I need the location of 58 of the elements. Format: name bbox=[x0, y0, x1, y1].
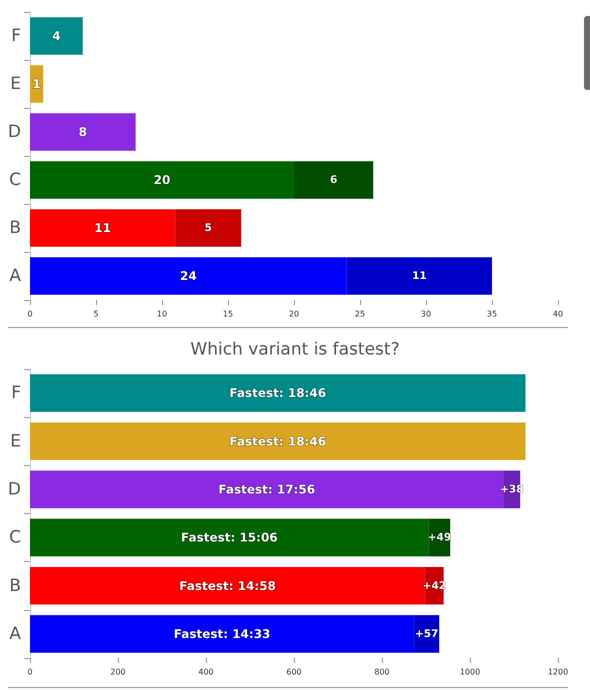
x-tick-label: 800 bbox=[374, 668, 390, 676]
data-label: 24 bbox=[180, 269, 197, 283]
data-label: 6 bbox=[330, 174, 338, 186]
data-label: 5 bbox=[204, 222, 212, 234]
y-tick-label: C bbox=[9, 170, 21, 190]
bar bbox=[30, 374, 526, 412]
data-label: 8 bbox=[78, 125, 87, 139]
x-tick-label: 15 bbox=[222, 310, 234, 318]
bar bbox=[346, 257, 492, 295]
y-tick-label: A bbox=[9, 624, 22, 644]
x-tick-label: 35 bbox=[486, 310, 498, 318]
chart-title: Which variant is fastest? bbox=[190, 340, 400, 360]
data-label: Fastest: 15:06 bbox=[180, 530, 278, 545]
bar bbox=[30, 518, 429, 556]
data-label: 11 bbox=[94, 221, 111, 235]
bar bbox=[30, 161, 294, 199]
data-label: +57 bbox=[414, 628, 438, 640]
bar bbox=[175, 209, 242, 247]
x-tick-label: 25 bbox=[354, 310, 366, 318]
bar bbox=[30, 566, 426, 605]
x-tick-label: 5 bbox=[93, 310, 99, 318]
y-tick-label: F bbox=[11, 383, 21, 404]
data-label: Fastest: 17:56 bbox=[218, 482, 316, 496]
x-tick-label: 0 bbox=[27, 310, 33, 318]
x-tick-label: 40 bbox=[552, 310, 564, 318]
x-tick-label: 400 bbox=[198, 668, 214, 676]
bar bbox=[30, 615, 414, 653]
y-tick-label: D bbox=[8, 122, 21, 142]
data-label: Fastest: 14:33 bbox=[174, 626, 270, 641]
bar bbox=[294, 161, 374, 199]
bar bbox=[30, 257, 347, 295]
x-tick-label: 0 bbox=[27, 668, 33, 676]
x-tick-label: 10 bbox=[156, 310, 168, 318]
y-tick-label: C bbox=[9, 528, 21, 548]
y-tick-label: E bbox=[10, 431, 21, 452]
x-tick-label: 1200 bbox=[548, 668, 568, 676]
x-tick-label: 600 bbox=[286, 668, 302, 676]
x-tick-label: 30 bbox=[420, 310, 432, 318]
data-label: 4 bbox=[52, 29, 61, 43]
data-label: 20 bbox=[154, 173, 170, 187]
x-tick-label: 1000 bbox=[460, 668, 480, 676]
x-tick-label: 20 bbox=[288, 310, 300, 318]
bar bbox=[30, 422, 526, 460]
data-label: Fastest: 14:58 bbox=[179, 578, 276, 593]
y-tick-label: B bbox=[9, 576, 21, 596]
bar bbox=[30, 113, 136, 151]
bar bbox=[30, 209, 176, 247]
data-label: 1 bbox=[32, 77, 41, 91]
bar bbox=[30, 17, 83, 55]
y-tick-label: D bbox=[8, 479, 21, 500]
y-tick-label: B bbox=[9, 218, 21, 238]
data-label: Fastest: 18:46 bbox=[229, 386, 326, 400]
y-tick-label: F bbox=[11, 26, 21, 46]
y-tick-label: E bbox=[10, 74, 21, 94]
data-label: 11 bbox=[412, 270, 427, 282]
y-tick-label: A bbox=[9, 266, 22, 286]
data-label: Fastest: 18:46 bbox=[229, 434, 326, 448]
x-tick-label: 200 bbox=[110, 668, 126, 676]
